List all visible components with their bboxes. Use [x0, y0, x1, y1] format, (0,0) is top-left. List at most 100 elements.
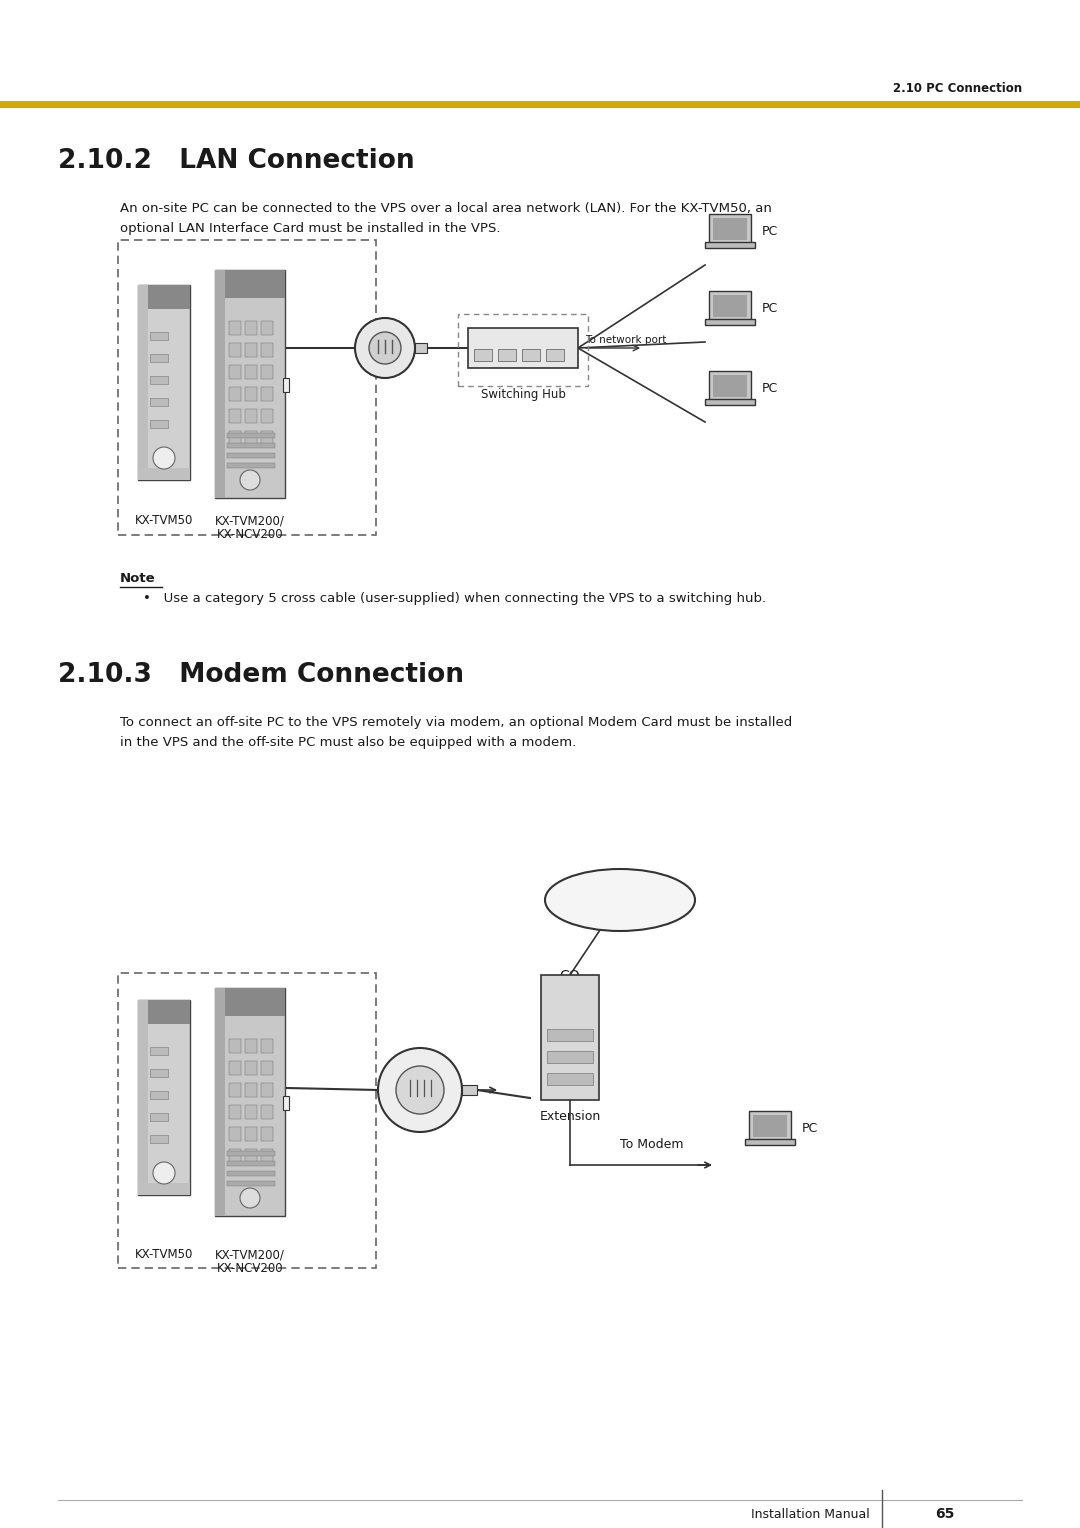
Text: CO: CO: [559, 969, 580, 983]
FancyBboxPatch shape: [138, 999, 148, 1195]
FancyBboxPatch shape: [261, 1105, 273, 1118]
Text: PC: PC: [762, 382, 779, 394]
FancyBboxPatch shape: [245, 342, 257, 358]
FancyBboxPatch shape: [138, 286, 148, 480]
Text: optional LAN Interface Card must be installed in the VPS.: optional LAN Interface Card must be inst…: [120, 222, 500, 235]
FancyBboxPatch shape: [150, 420, 168, 428]
Circle shape: [240, 1187, 260, 1209]
FancyBboxPatch shape: [498, 348, 516, 361]
FancyBboxPatch shape: [229, 1128, 241, 1141]
FancyBboxPatch shape: [261, 1149, 273, 1163]
FancyBboxPatch shape: [227, 463, 275, 468]
FancyBboxPatch shape: [138, 286, 190, 309]
Circle shape: [240, 471, 260, 490]
FancyBboxPatch shape: [713, 374, 747, 397]
FancyBboxPatch shape: [713, 219, 747, 240]
Text: PC: PC: [762, 225, 779, 237]
FancyBboxPatch shape: [546, 1028, 593, 1041]
Circle shape: [153, 448, 175, 469]
FancyBboxPatch shape: [150, 1070, 168, 1077]
FancyBboxPatch shape: [546, 1051, 593, 1063]
FancyBboxPatch shape: [541, 975, 599, 1100]
FancyBboxPatch shape: [713, 295, 747, 316]
FancyBboxPatch shape: [705, 319, 755, 325]
FancyBboxPatch shape: [708, 371, 751, 400]
FancyBboxPatch shape: [150, 332, 168, 341]
FancyBboxPatch shape: [229, 1060, 241, 1076]
Text: PBX: PBX: [556, 1030, 584, 1045]
FancyBboxPatch shape: [261, 1128, 273, 1141]
Text: To Modem: To Modem: [620, 1138, 684, 1151]
Bar: [0, 101, 1080, 108]
FancyBboxPatch shape: [229, 1105, 241, 1118]
FancyBboxPatch shape: [468, 329, 578, 368]
FancyBboxPatch shape: [708, 214, 751, 244]
Text: KX-NCV200: KX-NCV200: [217, 529, 283, 541]
FancyBboxPatch shape: [283, 377, 289, 393]
FancyBboxPatch shape: [745, 1138, 795, 1144]
FancyBboxPatch shape: [215, 989, 225, 1216]
Text: PC: PC: [762, 301, 779, 315]
FancyBboxPatch shape: [227, 1161, 275, 1166]
FancyBboxPatch shape: [245, 1105, 257, 1118]
FancyBboxPatch shape: [150, 354, 168, 362]
Text: 2.10 PC Connection: 2.10 PC Connection: [893, 83, 1022, 95]
FancyBboxPatch shape: [261, 342, 273, 358]
Circle shape: [378, 1048, 462, 1132]
Text: To connect an off-site PC to the VPS remotely via modem, an optional Modem Card : To connect an off-site PC to the VPS rem…: [120, 717, 793, 729]
FancyBboxPatch shape: [245, 1149, 257, 1163]
Text: KX-TVM200/: KX-TVM200/: [215, 513, 285, 527]
Text: Installation Manual: Installation Manual: [752, 1508, 870, 1520]
FancyBboxPatch shape: [708, 290, 751, 321]
FancyBboxPatch shape: [227, 1181, 275, 1186]
Text: in the VPS and the off-site PC must also be equipped with a modem.: in the VPS and the off-site PC must also…: [120, 736, 577, 749]
Circle shape: [355, 318, 415, 377]
FancyBboxPatch shape: [138, 999, 190, 1195]
FancyBboxPatch shape: [227, 452, 275, 458]
FancyBboxPatch shape: [245, 365, 257, 379]
FancyBboxPatch shape: [261, 1060, 273, 1076]
FancyBboxPatch shape: [215, 270, 225, 498]
FancyBboxPatch shape: [150, 1112, 168, 1122]
Text: Extension: Extension: [539, 1109, 600, 1123]
Circle shape: [396, 1067, 444, 1114]
FancyBboxPatch shape: [229, 410, 241, 423]
FancyBboxPatch shape: [245, 321, 257, 335]
Text: •   Use a category 5 cross cable (user-supplied) when connecting the VPS to a sw: • Use a category 5 cross cable (user-sup…: [143, 591, 766, 605]
FancyBboxPatch shape: [138, 1183, 190, 1195]
FancyBboxPatch shape: [245, 410, 257, 423]
FancyBboxPatch shape: [245, 387, 257, 400]
Text: 2.10.3   Modem Connection: 2.10.3 Modem Connection: [58, 662, 464, 688]
FancyBboxPatch shape: [261, 1083, 273, 1097]
FancyBboxPatch shape: [138, 468, 190, 480]
FancyBboxPatch shape: [229, 1083, 241, 1097]
FancyBboxPatch shape: [229, 387, 241, 400]
FancyBboxPatch shape: [227, 1170, 275, 1177]
FancyBboxPatch shape: [150, 1091, 168, 1099]
FancyBboxPatch shape: [227, 432, 275, 439]
FancyBboxPatch shape: [245, 1128, 257, 1141]
FancyBboxPatch shape: [138, 286, 190, 480]
FancyBboxPatch shape: [462, 1085, 477, 1096]
Text: KX-TVM200/: KX-TVM200/: [215, 1248, 285, 1261]
Text: Note: Note: [120, 571, 156, 585]
Circle shape: [369, 332, 401, 364]
Ellipse shape: [545, 869, 696, 931]
Circle shape: [153, 1161, 175, 1184]
FancyBboxPatch shape: [283, 1096, 289, 1109]
FancyBboxPatch shape: [753, 1115, 787, 1137]
Text: KX-NCV200: KX-NCV200: [217, 1262, 283, 1274]
FancyBboxPatch shape: [215, 270, 285, 498]
FancyBboxPatch shape: [261, 431, 273, 445]
FancyBboxPatch shape: [245, 431, 257, 445]
FancyBboxPatch shape: [150, 1047, 168, 1054]
FancyBboxPatch shape: [150, 397, 168, 406]
FancyBboxPatch shape: [261, 410, 273, 423]
FancyBboxPatch shape: [150, 1135, 168, 1143]
FancyBboxPatch shape: [245, 1039, 257, 1053]
FancyBboxPatch shape: [215, 270, 285, 298]
Text: An on-site PC can be connected to the VPS over a local area network (LAN). For t: An on-site PC can be connected to the VP…: [120, 202, 772, 215]
FancyBboxPatch shape: [215, 989, 285, 1216]
FancyBboxPatch shape: [138, 999, 190, 1024]
FancyBboxPatch shape: [522, 348, 540, 361]
